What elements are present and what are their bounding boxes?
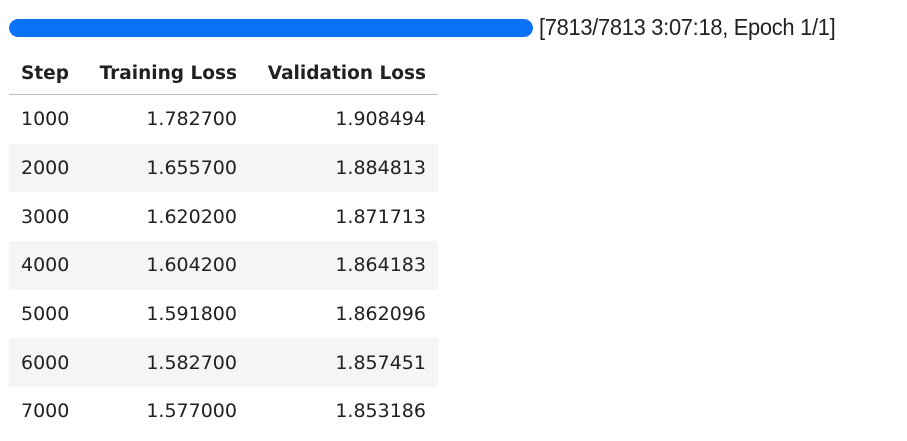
training-metrics-table: Step Training Loss Validation Loss 1000 1…	[9, 52, 438, 436]
step-cell: 5000	[21, 303, 70, 326]
training-loss-cell: 1.591800	[146, 303, 237, 326]
validation-loss-cell: 1.853186	[335, 400, 426, 423]
validation-loss-cell: 1.871713	[335, 205, 426, 228]
table-header-row: Step Training Loss Validation Loss	[9, 52, 438, 95]
header-step: Step	[9, 52, 84, 95]
training-loss-cell: 1.655700	[146, 157, 237, 180]
training-progress: [7813/7813 3:07:18, Epoch 1/1]	[9, 14, 851, 41]
header-training-loss: Training Loss	[84, 52, 249, 95]
validation-loss-cell: 1.884813	[335, 157, 426, 180]
header-validation-loss: Validation Loss	[249, 52, 438, 95]
progress-status-text: [7813/7813 3:07:18, Epoch 1/1]	[539, 14, 836, 40]
step-cell: 6000	[21, 351, 70, 374]
step-cell: 3000	[21, 205, 70, 228]
progress-bar	[9, 18, 533, 37]
progress-bar-fill	[9, 18, 533, 37]
training-loss-cell: 1.604200	[146, 254, 237, 277]
validation-loss-cell: 1.864183	[335, 254, 426, 277]
validation-loss-cell: 1.862096	[335, 303, 426, 326]
validation-loss-cell: 1.908494	[335, 108, 426, 131]
table-row: 5000 1.591800 1.862096	[9, 290, 438, 339]
table-row: 2000 1.655700 1.884813	[9, 143, 438, 193]
validation-loss-cell: 1.857451	[335, 351, 426, 374]
step-cell: 7000	[21, 400, 70, 423]
table-row: 3000 1.620200 1.871713	[9, 192, 438, 241]
step-cell: 1000	[21, 108, 70, 131]
step-cell: 2000	[21, 157, 70, 180]
table-row: 6000 1.582700 1.857451	[9, 338, 438, 388]
table-row: 1000 1.782700 1.908494	[9, 95, 438, 144]
training-loss-cell: 1.577000	[146, 400, 237, 423]
table-row: 4000 1.604200 1.864183	[9, 241, 438, 290]
training-loss-cell: 1.620200	[146, 205, 237, 228]
training-loss-cell: 1.582700	[146, 351, 237, 374]
training-loss-cell: 1.782700	[146, 108, 237, 131]
table-row: 7000 1.577000 1.853186	[9, 387, 438, 436]
step-cell: 4000	[21, 254, 70, 277]
